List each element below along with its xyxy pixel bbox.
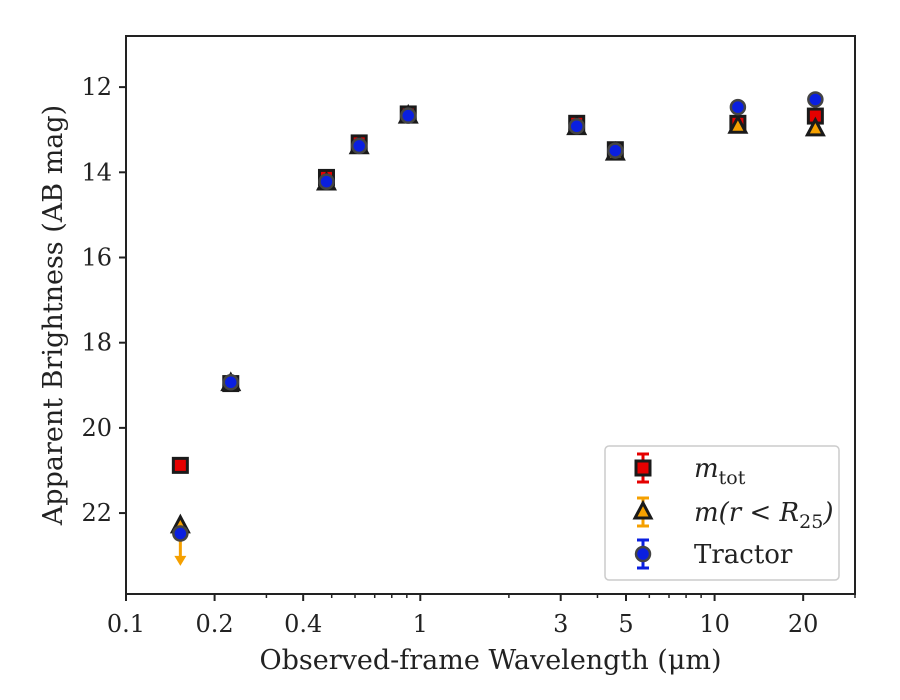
data-point-triangle [727,114,749,134]
data-point-circle [399,107,417,124]
legend-label-subscript: tot [719,467,746,489]
y-tick-label: 20 [81,414,112,442]
data-point-circle [729,98,747,116]
series-circle-markers [172,91,824,542]
y-tick-label: 14 [81,158,112,186]
x-tick-label: 1 [413,610,428,638]
legend-entry-label: Tractor [694,540,793,570]
data-markers [169,91,826,566]
plot-area-frame [125,35,856,595]
y-axis-label: Apparent Brightness (AB mag) [38,105,69,526]
legend-marker-circle [634,545,652,563]
x-tick-label: 5 [618,610,633,638]
data-point-circle [807,91,824,108]
legend: mtot m(r < R25) Tractor [604,445,840,581]
data-point-triangle [804,116,826,137]
data-point-circle [318,173,335,190]
y-axis-ticks: 12 14 16 18 20 22 [81,73,126,527]
x-axis-label: Observed-frame Wavelength (μm) [259,645,721,676]
data-point-circle [568,118,585,135]
x-tick-label: 10 [699,610,730,638]
legend-marker-square [634,459,652,477]
x-tick-label: 0.2 [196,610,234,638]
legend-label-tail: ) [822,498,833,528]
legend-label-main: Tractor [694,540,793,570]
x-tick-label: 0.4 [284,610,322,638]
y-tick-label: 16 [81,243,112,271]
x-tick-label: 0.1 [107,610,145,638]
data-point-circle [607,142,624,159]
x-axis-ticks: 0.1 0.2 0.4 1 3 5 10 20 [107,594,856,638]
data-point-square [171,456,189,474]
data-point-circle [350,137,368,155]
data-point-circle [172,525,189,542]
legend-label-main: m [694,454,719,484]
x-tick-label: 20 [788,610,819,638]
y-tick-label: 18 [81,329,112,357]
legend-marker-triangle [632,499,654,520]
x-tick-label: 3 [553,610,568,638]
legend-entry-label: m(r < R25) [694,498,833,533]
legend-entry-label: mtot [694,454,746,489]
legend-label-subscript: 25 [799,511,823,533]
legend-box [604,445,840,581]
y-tick-label: 12 [81,73,112,101]
data-point-circle [222,374,240,391]
y-tick-label: 22 [81,499,112,527]
legend-label-main: m(r < R [694,498,799,528]
upper-limit-arrow-head [174,555,187,566]
